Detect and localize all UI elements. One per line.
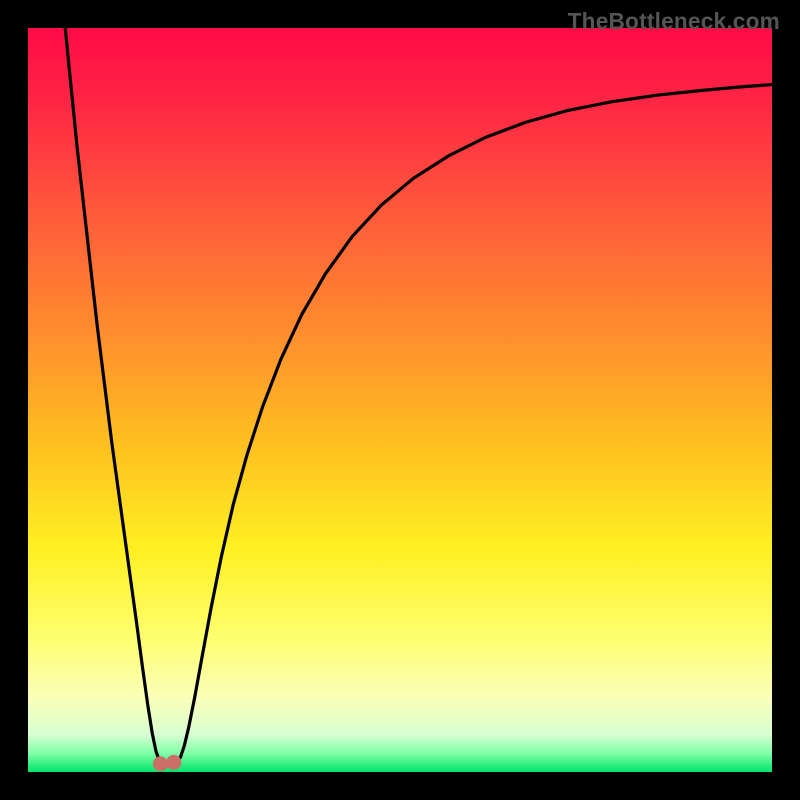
plot-area (28, 28, 772, 772)
chart-frame: TheBottleneck.com (0, 0, 800, 800)
chart-svg (28, 28, 772, 772)
dip-marker-0 (153, 756, 168, 771)
watermark-text: TheBottleneck.com (568, 8, 780, 35)
dip-marker-1 (166, 755, 181, 770)
gradient-background (28, 28, 772, 772)
